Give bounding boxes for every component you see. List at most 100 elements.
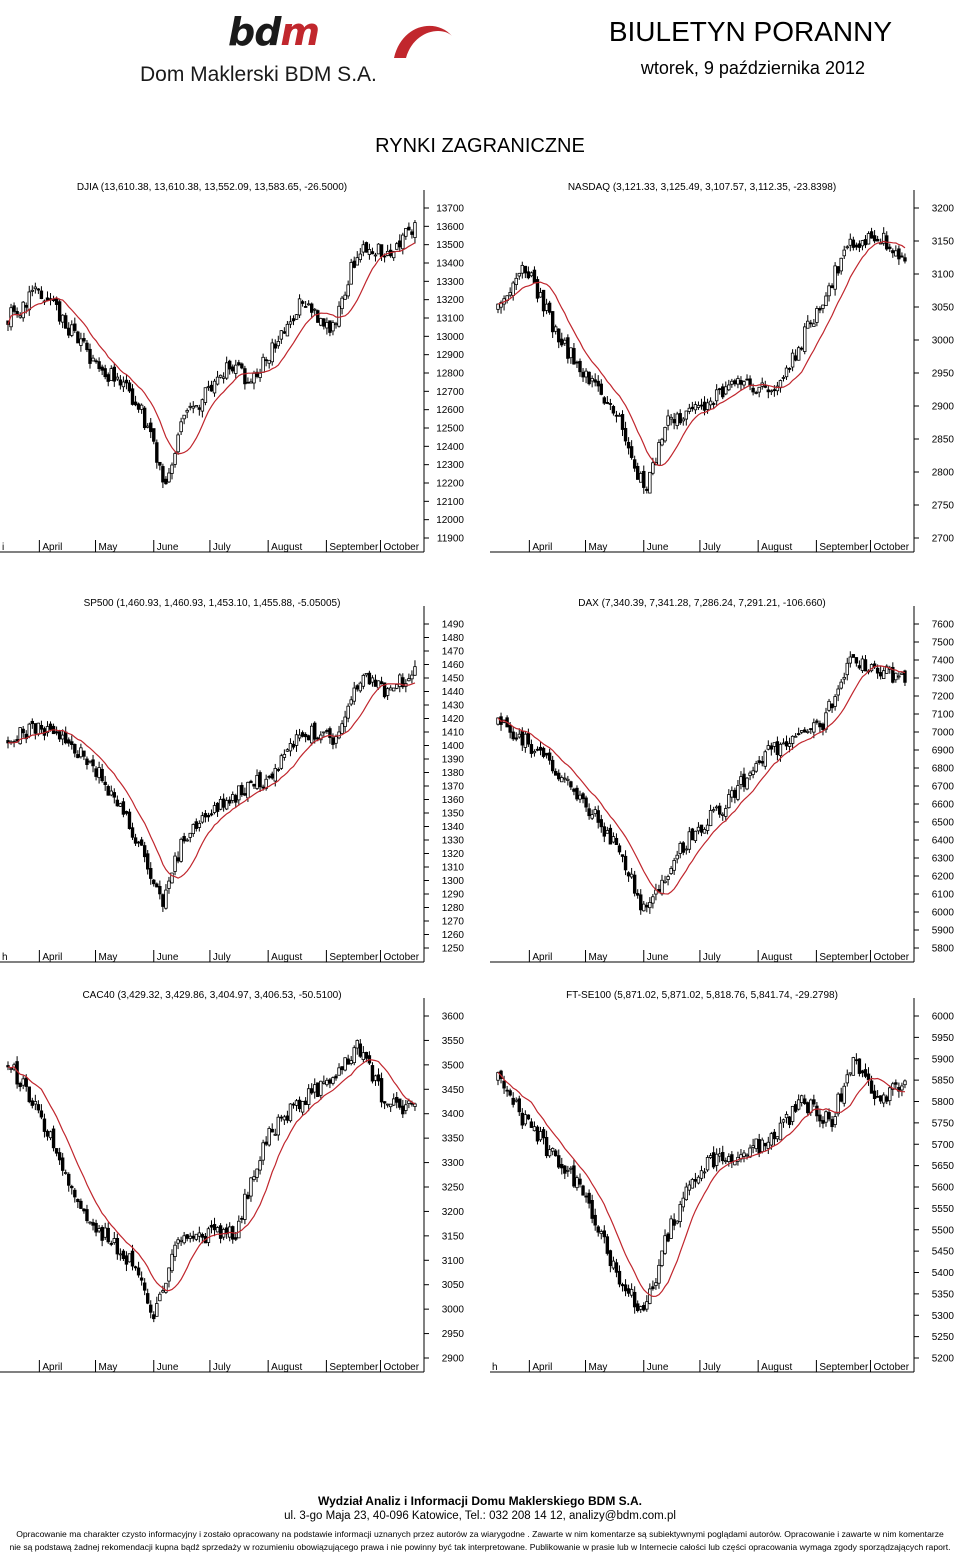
candle [763,1142,767,1151]
candle [179,417,183,436]
candle [605,1233,610,1256]
candle [584,1192,588,1203]
candle [860,1069,865,1078]
candle [167,876,171,894]
candle [109,785,113,797]
candle [73,317,77,334]
x-tick-label: October [383,542,419,553]
candle [42,1113,47,1138]
candle [228,359,232,375]
candle [863,235,868,249]
y-tick-label: 3200 [932,204,955,215]
candle [237,785,241,806]
candle [790,349,795,372]
candle [413,660,417,676]
candle [827,1108,831,1122]
y-tick-label: 5250 [932,1332,955,1343]
candle [30,718,34,729]
candle [796,345,801,361]
candle [699,824,704,837]
candle [21,725,25,738]
candle [212,1217,217,1237]
candle [285,748,290,752]
candle [212,801,217,815]
candle [845,657,849,681]
y-tick-label: 1450 [442,674,465,685]
candle [194,818,198,832]
candle [529,739,534,758]
candle [569,347,573,364]
candle [103,364,107,380]
candle [672,1213,676,1231]
candle [651,1280,655,1291]
candle [27,1086,31,1104]
candle [282,1114,287,1125]
candle [560,332,564,348]
y-tick-label: 1350 [442,809,465,820]
candle [221,372,226,384]
candle [60,729,65,746]
candle [626,871,631,882]
candle [243,787,247,797]
x-tick-label: August [271,542,302,553]
candle [572,343,576,365]
candle [660,874,664,896]
candle [340,720,344,734]
candle [708,1152,713,1160]
candle [349,696,353,707]
candle [152,1311,156,1323]
candle [727,379,731,392]
candle [775,1136,780,1143]
candle [566,334,570,364]
candle [693,830,698,844]
x-tick-label: October [873,1362,909,1373]
candle [696,401,701,410]
candle [142,406,147,430]
candle [191,1230,195,1242]
y-tick-label: 12200 [436,479,464,490]
candle [882,227,886,246]
candle [721,812,725,821]
candle [824,1110,828,1127]
candle [106,784,110,796]
y-tick-label: 12400 [436,442,464,453]
candle [370,247,375,255]
candle [806,315,810,329]
candle [12,302,16,314]
candle [203,810,208,823]
x-lead-label: h [2,952,8,963]
candle [587,1189,591,1209]
candle [772,1129,777,1146]
y-tick-label: 3050 [442,1280,465,1291]
candle [319,1080,323,1100]
candle [112,362,116,387]
candle [67,737,71,747]
y-tick-label: 5850 [932,1076,955,1087]
candle [176,851,180,864]
candle [778,379,783,393]
candle [355,1039,359,1055]
candle [614,410,619,423]
candle [133,395,138,407]
candle [781,1118,786,1128]
footer-disclaimer-2: nie są podstawą żadnej rekomendacji kupn… [9,1542,951,1552]
candle [529,1118,534,1128]
candle [112,788,116,804]
candle [146,850,150,875]
y-tick-label: 2950 [442,1329,465,1340]
candle [258,368,262,382]
candle [839,1087,843,1103]
y-tick-label: 13600 [436,222,464,233]
candle [276,767,280,773]
candle [900,1082,904,1097]
candle [379,1072,384,1108]
candle [410,229,414,239]
y-tick-label: 5650 [932,1161,955,1172]
candle [554,324,558,335]
candle [364,673,369,678]
candle [294,1098,299,1112]
candle [891,248,895,258]
candle [554,768,558,776]
candle [209,1220,214,1234]
candle [300,1100,305,1116]
